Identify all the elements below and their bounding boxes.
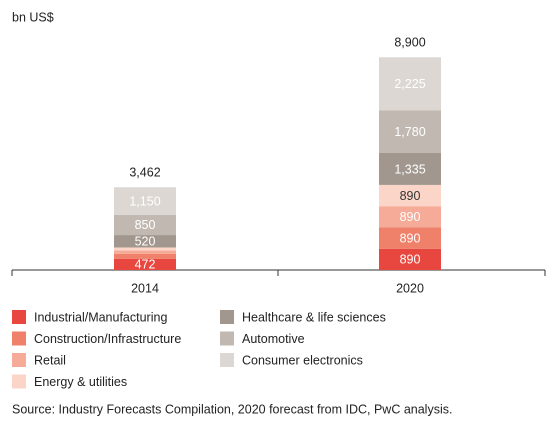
value-label: 2,225 [394, 77, 425, 91]
value-label: 890 [400, 189, 421, 203]
value-label: 1,335 [394, 162, 425, 176]
bar-segment [379, 110, 441, 154]
total-label: 3,462 [129, 166, 160, 180]
bar-segment [379, 248, 441, 270]
value-label: 1,150 [129, 194, 160, 208]
bar-segment [379, 184, 441, 207]
legend-swatch [220, 310, 234, 324]
bar-segment [114, 187, 176, 215]
x-tick-label: 2014 [131, 281, 159, 295]
x-tick-label: 2020 [396, 281, 424, 295]
legend-label: Energy & utilities [34, 375, 127, 389]
bar-segment [379, 227, 441, 249]
bar-segment [114, 214, 176, 236]
value-label: 850 [135, 218, 156, 232]
legend-label: Construction/Infrastructure [34, 332, 181, 346]
value-label: 890 [400, 253, 421, 267]
legend-label: Consumer electronics [242, 353, 363, 367]
bar-segment [114, 247, 176, 251]
value-label: 890 [400, 210, 421, 224]
bar-segment [379, 57, 441, 111]
legend-label: Automotive [242, 332, 305, 346]
bar-segment [114, 253, 176, 259]
legend-swatch [12, 310, 26, 324]
legend-swatch [220, 331, 234, 346]
total-label: 8,900 [394, 36, 425, 50]
value-label: 890 [400, 231, 421, 245]
legend-swatch [12, 331, 26, 346]
legend-swatch [220, 353, 234, 367]
bar-segment [114, 250, 176, 254]
legend-swatch [12, 353, 26, 367]
legend-swatch [12, 374, 26, 389]
bar-segment [379, 206, 441, 228]
source-note: Source: Industry Forecasts Compilation, … [12, 402, 452, 416]
value-label: 520 [135, 235, 156, 249]
legend-label: Industrial/Manufacturing [34, 310, 167, 324]
legend-label: Retail [34, 353, 66, 367]
legend-label: Healthcare & life sciences [242, 310, 386, 324]
value-label: 472 [135, 258, 156, 272]
value-label: 1,780 [394, 125, 425, 139]
unit-label: bn US$ [12, 10, 54, 24]
bar-segment [114, 235, 176, 248]
bar-segment [379, 153, 441, 185]
bar-segment [114, 258, 176, 270]
